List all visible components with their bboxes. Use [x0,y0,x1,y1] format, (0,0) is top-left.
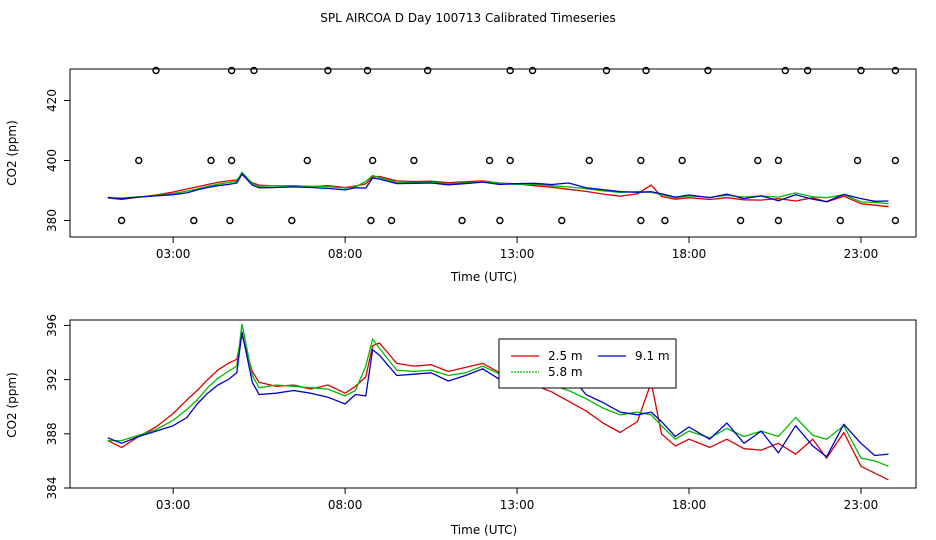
x-tick-label: 03:00 [156,247,191,261]
bottom-x-axis: 03:00 08:00 13:00 18:00 23:00 [156,488,878,512]
legend-label-2-5m: 2.5 m [548,349,583,363]
flag-point [152,66,160,75]
top-plot-frame [69,68,917,238]
flag-point [506,156,514,165]
flag-point [774,216,783,225]
flag-point [485,156,494,165]
flag-point [585,156,593,165]
x-tick-label: 23:00 [844,498,879,512]
flag-point [288,216,296,225]
legend-label-9-1m: 9.1 m [635,349,670,363]
x-tick-label: 13:00 [500,247,535,261]
series-line-5-8-m [107,323,889,467]
top-y-axis: 380 400 420 [45,89,70,232]
flag-point [363,66,372,75]
series-line-9-1-m [107,173,889,203]
y-tick-label: 384 [45,477,59,500]
flag-point [558,216,566,225]
y-tick-label: 400 [45,149,59,172]
flag-point [190,216,198,225]
legend: 2.5 m 9.1 m 5.8 m [498,338,677,389]
bottom-y-axis-label: CO2 (ppm) [5,372,19,438]
x-tick-label: 03:00 [156,498,191,512]
flag-point [774,156,783,165]
series-line-2-5-m [107,173,889,208]
flag-point [642,66,650,75]
flag-point [891,216,900,225]
flag-point [891,66,900,75]
legend-box [498,338,677,389]
bottom-series-lines [107,323,889,481]
y-tick-label: 396 [45,314,59,337]
top-panel: 03:00 08:00 13:00 18:00 23:00 380 400 420 Time… [5,66,917,284]
flag-point [135,156,143,165]
top-series-lines [107,171,889,208]
flag-point [678,156,686,165]
bottom-panel: 03:00 08:00 13:00 18:00 23:00 384 388 392 396 T… [5,314,917,537]
y-tick-label: 420 [45,89,59,112]
y-tick-label: 392 [45,368,59,391]
flag-point [602,66,611,75]
x-tick-label: 08:00 [328,247,363,261]
x-tick-label: 13:00 [500,498,535,512]
flag-point [506,66,514,75]
flag-point [368,156,377,165]
flag-point [423,66,432,75]
flag-point [803,66,812,75]
x-tick-label: 18:00 [672,247,707,261]
legend-label-5-8m: 5.8 m [548,365,583,379]
flag-point [303,156,311,165]
x-tick-label: 23:00 [844,247,879,261]
flag-point [496,216,504,225]
flag-point [704,66,712,75]
flag-point [754,156,762,165]
series-line-5-8-m [107,171,889,205]
flag-point [227,156,236,165]
bottom-y-axis: 384 388 392 396 [45,314,70,499]
flag-point [637,216,645,225]
flag-point [458,216,466,225]
flag-point [857,66,865,75]
top-y-axis-label: CO2 (ppm) [5,120,19,186]
flag-point [207,156,215,165]
flag-point [891,156,900,165]
bottom-plot-frame [69,319,917,489]
top-x-axis-label: Time (UTC) [450,270,517,284]
bottom-x-axis-label: Time (UTC) [450,523,517,537]
figure-title: SPL AIRCOA D Day 100713 Calibrated Times… [320,11,615,25]
series-line-9-1-m [107,331,889,458]
flag-point [853,156,862,165]
flag-point [250,66,258,75]
flag-point [226,216,234,225]
flag-point [410,156,418,165]
x-tick-label: 18:00 [672,498,707,512]
top-flag-points [117,66,900,225]
flag-point [367,216,375,225]
flag-point [736,216,745,225]
flag-point [227,66,236,75]
flag-point [661,216,669,225]
y-tick-label: 388 [45,422,59,445]
flag-point [528,66,537,75]
flag-point [117,216,126,225]
series-line-2-5-m [107,334,889,481]
y-tick-label: 380 [45,209,59,232]
flag-point [781,66,790,75]
flag-point [836,216,845,225]
top-x-axis: 03:00 08:00 13:00 18:00 23:00 [156,237,878,261]
flag-point [387,216,396,225]
flag-point [637,156,645,165]
flag-point [324,66,332,75]
x-tick-label: 08:00 [328,498,363,512]
